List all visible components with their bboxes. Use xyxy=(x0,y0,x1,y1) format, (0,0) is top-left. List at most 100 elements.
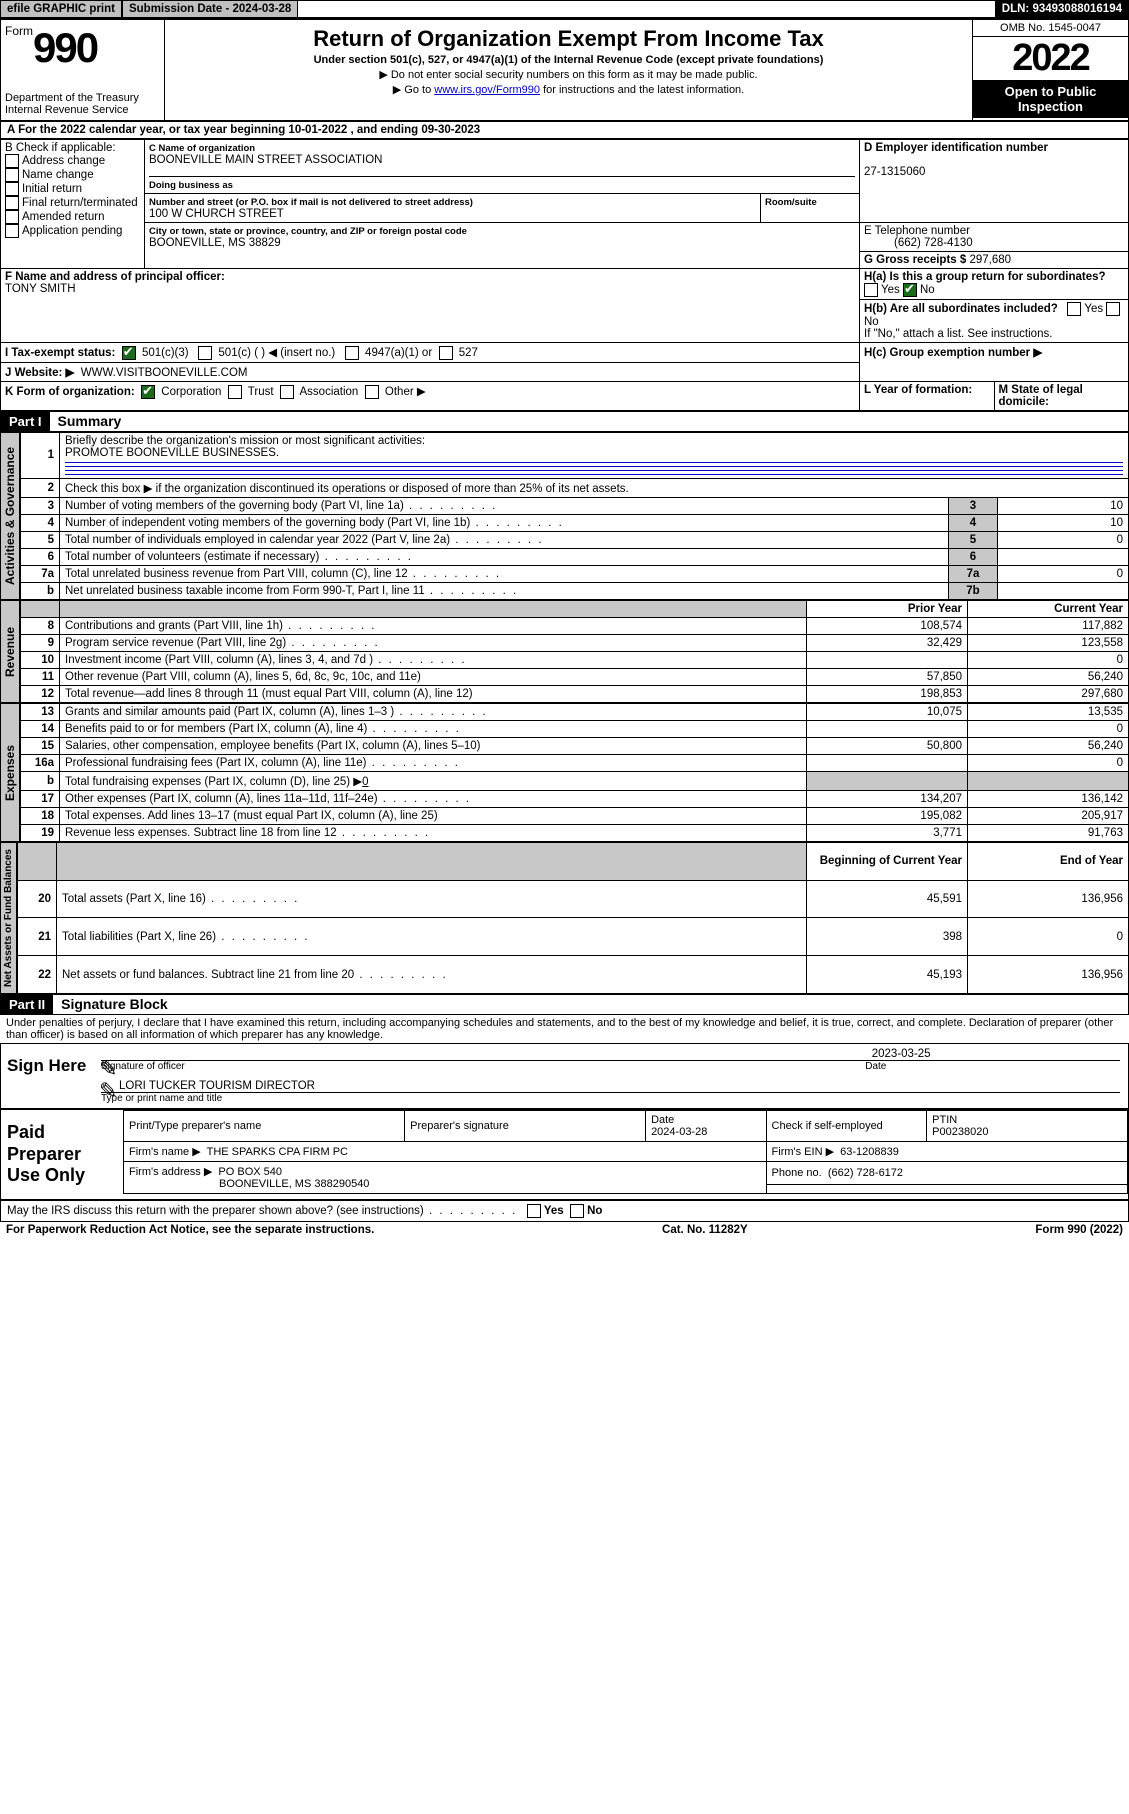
cb-discuss-no[interactable] xyxy=(570,1204,584,1218)
sig-officer-label: Signature of officer xyxy=(101,1061,865,1072)
n10: 10 xyxy=(21,651,60,668)
hdr-beg: Beginning of Current Year xyxy=(807,842,968,880)
prep-date: 2024-03-28 xyxy=(651,1126,707,1138)
n11: 11 xyxy=(21,668,60,685)
cb-final[interactable] xyxy=(5,196,19,210)
cb-other[interactable] xyxy=(365,385,379,399)
l2-text: Check this box ▶ if the organization dis… xyxy=(65,483,629,495)
hdr-curr: Current Year xyxy=(968,600,1129,617)
n7a: 7a xyxy=(21,565,60,582)
cb-501c3[interactable] xyxy=(122,346,136,360)
l12: Total revenue—add lines 8 through 11 (mu… xyxy=(60,685,807,702)
l2: Check this box ▶ if the organization dis… xyxy=(60,478,1129,497)
k-o4: Other ▶ xyxy=(385,386,426,398)
l17: Other expenses (Part IX, column (A), lin… xyxy=(60,790,807,807)
c21: 0 xyxy=(968,918,1129,956)
n1: 1 xyxy=(21,432,60,478)
form-num: 990 xyxy=(33,24,97,71)
efile-print-button[interactable]: efile GRAPHIC print xyxy=(0,0,122,18)
v3: 10 xyxy=(998,497,1129,514)
l-label: L Year of formation: xyxy=(864,384,972,396)
c22: 136,956 xyxy=(968,956,1129,994)
l8: Contributions and grants (Part VIII, lin… xyxy=(60,617,807,634)
form-ref: Form 990 (2022) xyxy=(1035,1224,1123,1236)
netassets-section: Net Assets or Fund Balances Beginning of… xyxy=(0,842,1129,994)
expenses-section: Expenses 13 Grants and similar amounts p… xyxy=(0,703,1129,842)
cb-address-change[interactable] xyxy=(5,154,19,168)
box-b-title: B Check if applicable: xyxy=(5,142,116,154)
p17: 134,207 xyxy=(807,790,968,807)
l1: Briefly describe the organization's miss… xyxy=(60,432,1129,478)
box-d: D Employer identification number 27-1315… xyxy=(860,140,1129,223)
paid-prep-label: Paid Preparer Use Only xyxy=(1,1110,123,1199)
irs-link[interactable]: www.irs.gov/Form990 xyxy=(434,84,540,96)
cb-527[interactable] xyxy=(439,346,453,360)
l21: Total liabilities (Part X, line 26) xyxy=(57,918,807,956)
opt-amended: Amended return xyxy=(22,211,104,223)
c13: 13,535 xyxy=(968,703,1129,720)
k-label: K Form of organization: xyxy=(5,386,135,398)
n19: 19 xyxy=(21,824,60,841)
hdr-end: End of Year xyxy=(968,842,1129,880)
na-blank xyxy=(18,842,57,880)
p22: 45,193 xyxy=(807,956,968,994)
tax-year: 2022 xyxy=(973,37,1128,80)
cb-amended[interactable] xyxy=(5,210,19,224)
l19-text: Revenue less expenses. Subtract line 18 … xyxy=(65,827,430,839)
open-public: Open to Public Inspection xyxy=(973,80,1128,118)
c17: 136,142 xyxy=(968,790,1129,807)
l10-text: Investment income (Part VIII, column (A)… xyxy=(65,654,467,666)
n8: 8 xyxy=(21,617,60,634)
k-o2: Trust xyxy=(248,386,274,398)
i-o1: 501(c)(3) xyxy=(142,347,189,359)
v7b xyxy=(998,582,1129,599)
ha-label: H(a) Is this a group return for subordin… xyxy=(864,271,1106,283)
p11: 57,850 xyxy=(807,668,968,685)
discuss-row: May the IRS discuss this return with the… xyxy=(0,1200,1129,1222)
tab-netassets: Net Assets or Fund Balances xyxy=(0,842,17,994)
l15-text: Salaries, other compensation, employee b… xyxy=(65,740,480,752)
v5: 0 xyxy=(998,531,1129,548)
part2-header: Part II xyxy=(1,995,53,1014)
l17-text: Other expenses (Part IX, column (A), lin… xyxy=(65,793,471,805)
l20-text: Total assets (Part X, line 16) xyxy=(62,893,299,905)
cb-discuss-yes[interactable] xyxy=(527,1204,541,1218)
b6: 6 xyxy=(949,548,998,565)
box-hc: H(c) Group exemption number ▶ xyxy=(860,343,1129,382)
firm-addr-cell: Firm's address ▶ PO BOX 540 BOONEVILLE, … xyxy=(124,1161,767,1193)
n13: 13 xyxy=(21,703,60,720)
cb-pending[interactable] xyxy=(5,224,19,238)
i-o4: 527 xyxy=(459,347,478,359)
p8: 108,574 xyxy=(807,617,968,634)
l13-text: Grants and similar amounts paid (Part IX… xyxy=(65,706,488,718)
officer-typed-name: LORI TUCKER TOURISM DIRECTOR xyxy=(119,1080,315,1092)
n3: 3 xyxy=(21,497,60,514)
cb-501c[interactable] xyxy=(198,346,212,360)
cb-hb-yes[interactable] xyxy=(1067,302,1081,316)
l7a-text: Total unrelated business revenue from Pa… xyxy=(65,568,501,580)
cb-ha-yes[interactable] xyxy=(864,283,878,297)
n15: 15 xyxy=(21,737,60,754)
n16a: 16a xyxy=(21,754,60,771)
box-i: I Tax-exempt status: 501(c)(3) 501(c) ( … xyxy=(1,343,860,363)
firm-addr2: BOONEVILLE, MS 388290540 xyxy=(129,1178,369,1190)
box-c-city: City or town, state or province, country… xyxy=(145,223,860,269)
cb-initial[interactable] xyxy=(5,182,19,196)
p12: 198,853 xyxy=(807,685,968,702)
l7b-text: Net unrelated business taxable income fr… xyxy=(65,585,518,597)
cb-corp[interactable] xyxy=(141,385,155,399)
firm-phone: (662) 728-6172 xyxy=(828,1167,903,1179)
cb-4947[interactable] xyxy=(345,346,359,360)
top-spacer xyxy=(298,0,994,18)
cb-name-change[interactable] xyxy=(5,168,19,182)
c14: 0 xyxy=(968,720,1129,737)
p9: 32,429 xyxy=(807,634,968,651)
self-emp: Check if self-employed xyxy=(766,1110,927,1141)
cb-ha-no[interactable] xyxy=(903,283,917,297)
cb-assoc[interactable] xyxy=(280,385,294,399)
n21: 21 xyxy=(18,918,57,956)
b4: 4 xyxy=(949,514,998,531)
form-number: Form990 xyxy=(5,24,160,72)
cb-hb-no[interactable] xyxy=(1106,302,1120,316)
cb-trust[interactable] xyxy=(228,385,242,399)
